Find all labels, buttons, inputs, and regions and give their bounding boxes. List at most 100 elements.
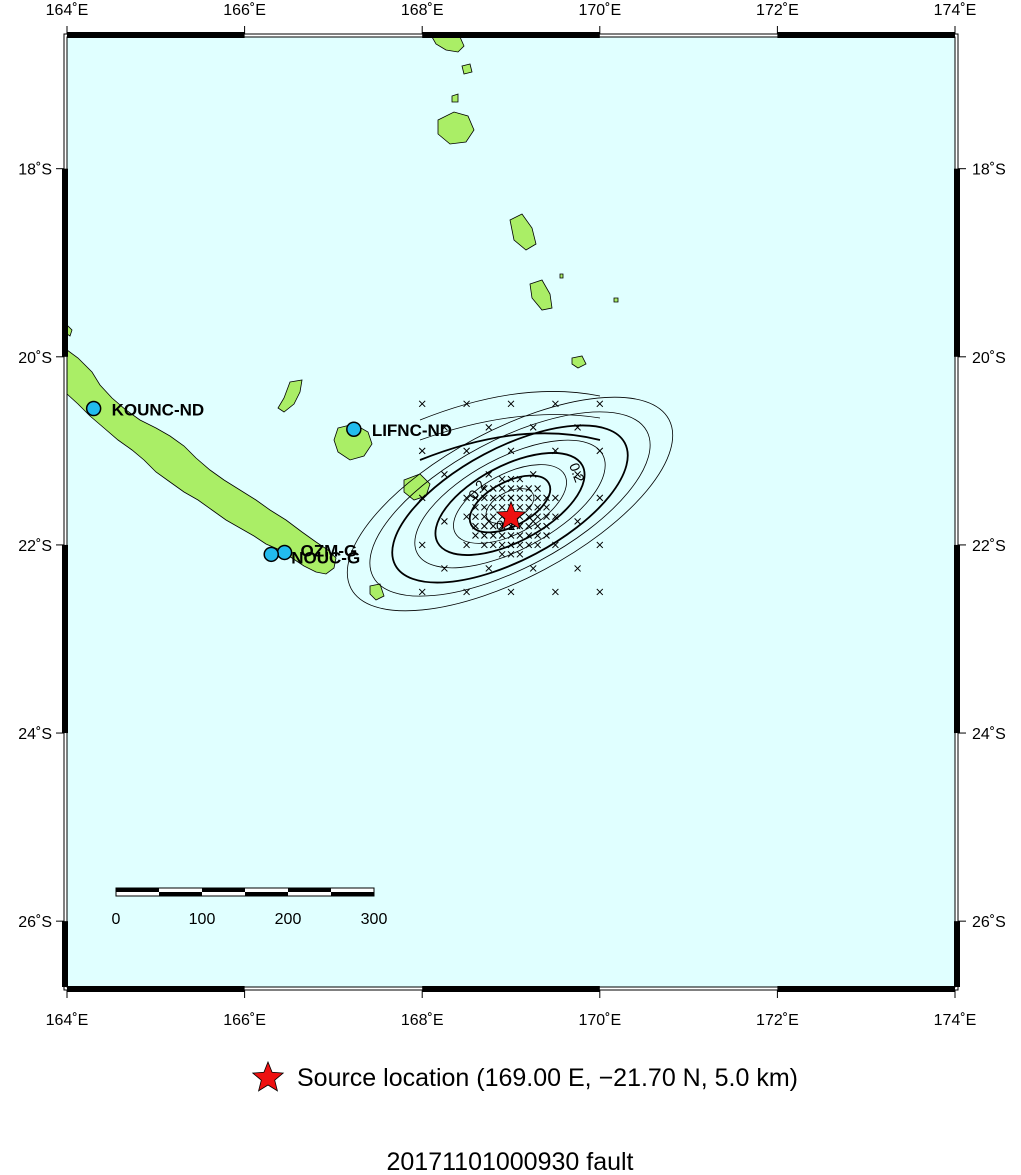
grid-cross (441, 471, 448, 478)
grid-cross (534, 503, 541, 511)
grid-cross (534, 532, 541, 539)
contour-outer-3 (391, 424, 629, 584)
isle-of-pines (369, 583, 385, 601)
lon-label-top: 172˚E (756, 2, 799, 19)
grid-cross (574, 518, 581, 525)
grid-cross (489, 494, 497, 502)
grid-cross (516, 522, 524, 530)
grid-cross (441, 518, 448, 525)
ouvea-island (277, 379, 303, 413)
grid-cross (552, 400, 559, 408)
frame-bar-right (954, 921, 960, 987)
tanna-island (529, 279, 553, 311)
lat-label-right: 18˚S (972, 162, 1006, 179)
northern-islets (67, 324, 73, 337)
grid-cross (485, 565, 493, 572)
lon-label-bottom: 174˚E (934, 1012, 977, 1029)
grid-cross (574, 565, 581, 572)
grid-cross (498, 503, 506, 511)
scale-label-100: 100 (189, 911, 216, 928)
station-label: OZM-G (301, 541, 358, 560)
grid-cross (481, 522, 488, 530)
scale-label-200: 200 (275, 911, 302, 928)
vanuatu-islet-a (461, 63, 473, 75)
source-location-marker (495, 500, 527, 530)
scale-bar-segment (245, 892, 288, 896)
lat-label-left: 20˚S (18, 350, 52, 367)
grid-cross (516, 532, 524, 539)
grid-cross (498, 494, 506, 502)
grid-cross (552, 541, 559, 549)
grid-cross (418, 588, 426, 596)
grid-cross (463, 588, 470, 596)
scale-bar-segment (288, 888, 331, 892)
frame-bar-top (67, 32, 245, 38)
grid-cross (481, 485, 488, 492)
grid-cross (489, 532, 497, 539)
grid-cross (543, 513, 550, 521)
grid-cross (516, 494, 524, 502)
grid-cross (596, 400, 604, 408)
grid-cross (534, 513, 541, 521)
contour-label-right: 0.2 (566, 461, 588, 485)
frame-bar-top (777, 32, 955, 38)
legend-star-icon (251, 1060, 285, 1092)
grid-cross (516, 503, 524, 511)
frame-bar-left (62, 921, 68, 987)
grid-cross (552, 513, 559, 521)
grid-cross (481, 532, 488, 539)
lat-label-right: 20˚S (972, 350, 1006, 367)
grid-cross (543, 503, 550, 511)
grid-cross (489, 513, 497, 521)
legend-source-label: Source location (169.00 E, −21.70 N, 5.0… (297, 1064, 798, 1092)
map-frame: 164˚E 164˚E 166˚E 166˚E 168˚E 168˚E 170˚E 170˚E… (18, 2, 1006, 1029)
grid-cross (418, 400, 426, 408)
grid-cross (498, 550, 506, 558)
grid-cross (463, 494, 470, 502)
grid-cross (498, 485, 506, 492)
grid-cross (481, 503, 488, 511)
grid-cross (498, 475, 506, 483)
grid-cross (418, 541, 426, 549)
lon-label-top: 174˚E (934, 2, 977, 19)
frame-bar-right (954, 544, 960, 734)
grid-cross (441, 423, 448, 431)
contour-outer-1 (346, 396, 674, 612)
grid-cross (463, 541, 470, 549)
vanuatu-north-island (431, 37, 465, 53)
tiny-islet-a (559, 273, 564, 279)
lat-label-right: 22˚S (972, 538, 1006, 555)
grid-cross (489, 522, 497, 530)
grid-cross (552, 588, 559, 596)
grid-cross (472, 513, 479, 521)
lon-label-bottom: 164˚E (46, 1012, 89, 1029)
station-marker (346, 421, 362, 437)
lat-label-left: 26˚S (18, 914, 52, 931)
grid-cross (534, 522, 541, 530)
grid-cross (481, 494, 488, 502)
scale-label-0: 0 (112, 911, 121, 928)
aneityum-island (571, 355, 587, 369)
lon-label-bottom: 172˚E (756, 1012, 799, 1029)
scale-bar: 0 100 200 300 (112, 887, 387, 928)
grid-cross (489, 541, 497, 549)
new-caledonia-island (67, 349, 337, 575)
contour-inner-1 (453, 464, 567, 544)
map-content: 0.2 0.1 0.2 KOUNC-NDLIFNC-NDOZM-GNOUC-G … (67, 37, 674, 928)
axis-tick-labels: 164˚E 164˚E 166˚E 166˚E 168˚E 168˚E 170˚E 170˚E… (18, 2, 1006, 1029)
station-marker (276, 544, 293, 561)
grid-cross (516, 550, 524, 558)
grid-cross (534, 494, 541, 502)
frame-bar-top (422, 32, 600, 38)
source-star-icon (495, 500, 527, 530)
grid-cross (552, 494, 559, 502)
grid-cross (507, 494, 515, 502)
grid-cross (489, 503, 497, 511)
land-masses (67, 37, 619, 601)
frame-bar-bottom (777, 986, 955, 992)
frame-alternating-bars (62, 32, 960, 992)
lon-label-top: 168˚E (401, 2, 444, 19)
station-label: LIFNC-ND (372, 421, 452, 440)
tiny-islet-b (613, 297, 619, 303)
station-label: KOUNC-ND (112, 401, 205, 420)
